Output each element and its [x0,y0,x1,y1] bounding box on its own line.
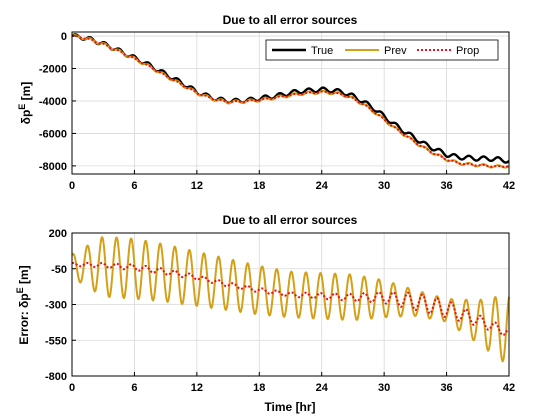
chart-bottom-series [71,236,510,363]
chart-top-ticks: 0 6 12 18 24 30 36 42 0 -2000 -4000 -6000 -8000 [39,31,515,192]
y-tick-label: 200 [49,228,67,240]
chart-bottom: Due to all error sources 0 6 12 18 24 30 36 42 2… [15,213,515,414]
chart-bottom-grid [71,232,510,377]
x-tick-label: 0 [69,180,75,192]
y-tick-label: -6000 [39,128,67,140]
legend-true-label: True [311,45,333,57]
y-tick-label: -50 [51,264,67,276]
legend-box [265,39,499,61]
legend: True Prev Prop [265,39,499,61]
series-prop-line [71,262,510,337]
x-tick-label: 6 [131,180,137,192]
y-tick-label: -800 [45,371,67,383]
x-tick-label: 12 [191,180,203,192]
series-true-line [71,33,510,164]
x-tick-label: 6 [131,382,137,394]
chart-bottom-xlabel: Time [hr] [264,400,315,414]
chart-top-axes-box [71,31,510,175]
x-tick-label: 42 [503,382,515,394]
y-tick-label: -8000 [39,161,67,173]
x-tick-label: 30 [378,180,390,192]
y-tick-label: -550 [45,335,67,347]
chart-top-title: Due to all error sources [223,13,358,27]
x-tick-label: 42 [503,180,515,192]
x-tick-label: 24 [316,180,329,192]
series-prev-line [71,236,510,363]
x-tick-label: 12 [191,382,203,394]
x-tick-label: 0 [69,382,75,394]
legend-prev-label: Prev [384,45,407,57]
chart-top-series [71,33,510,169]
y-tick-label: 0 [61,31,67,43]
x-tick-label: 36 [440,382,452,394]
legend-prop-label: Prop [456,45,479,57]
x-tick-label: 36 [440,180,452,192]
x-tick-label: 18 [253,180,265,192]
chart-bottom-title: Due to all error sources [223,213,358,227]
series-prop-line [71,34,510,168]
y-tick-label: -300 [45,300,67,312]
chart-top: Due to all error sources 0 6 12 18 24 30 36 420… [17,13,515,192]
x-tick-label: 18 [253,382,265,394]
x-tick-label: 30 [378,382,390,394]
chart-top-ylabel: δpE [m] [17,82,33,125]
chart-bottom-ylabel: Error: δpE [m] [15,265,31,344]
x-tick-label: 24 [316,382,329,394]
chart-bottom-ticks: 0 6 12 18 24 30 36 42 200 -50 -300 -550 -800 [45,228,515,394]
y-tick-label: -2000 [39,64,67,76]
y-tick-label: -4000 [39,96,67,108]
